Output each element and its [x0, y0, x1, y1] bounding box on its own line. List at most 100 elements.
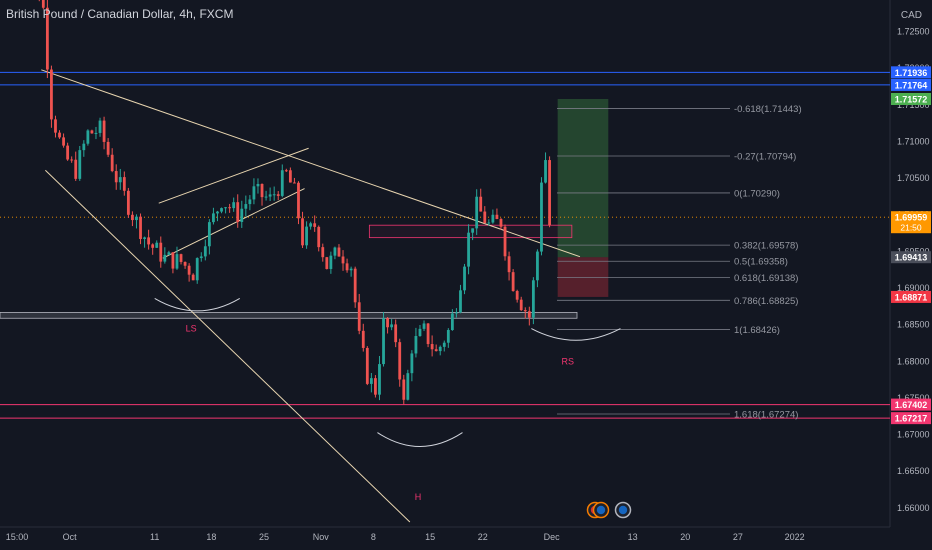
candle-body [329, 255, 333, 269]
candle-body [232, 202, 236, 209]
candle-body [442, 342, 446, 347]
candle-body [122, 177, 126, 191]
y-tick-label: 1.70500 [897, 173, 930, 183]
candle-body [110, 154, 114, 172]
candle-body [426, 323, 430, 345]
candle-body [58, 132, 61, 138]
x-tick-label: Oct [63, 532, 78, 542]
price-axis-badge [891, 412, 931, 425]
candle-body [544, 160, 547, 183]
candle-body [495, 214, 499, 220]
candle-body [353, 268, 357, 303]
trendline [41, 69, 581, 258]
candle-body [163, 254, 167, 262]
x-tick-label: 2022 [785, 532, 805, 542]
price-axis-badge [891, 66, 931, 79]
candle-body [131, 214, 134, 221]
candle-body [333, 247, 337, 256]
x-tick-label: 25 [259, 532, 269, 542]
candle-body [313, 223, 317, 227]
support-zone [0, 311, 578, 319]
fib-level-label: 0.618(1.69138) [734, 273, 798, 284]
candle-body [143, 237, 146, 239]
x-tick-label: 11 [150, 532, 159, 542]
candle-body [216, 211, 219, 214]
candle-body [406, 373, 410, 400]
price-axis-badge-text: 1.69959 [895, 213, 928, 223]
candle-body [106, 141, 110, 155]
country-flag-icon [596, 505, 606, 515]
candle-body [378, 364, 381, 395]
candle-body [434, 349, 438, 352]
price-axis-badge [891, 78, 931, 91]
y-tick-label: 1.69000 [897, 283, 930, 293]
candle-body [195, 258, 199, 281]
candle-body [187, 265, 191, 275]
x-tick-label: 20 [680, 532, 690, 542]
pattern-arc [531, 328, 621, 341]
candle-body [507, 256, 511, 273]
y-tick-label: 1.68000 [897, 356, 930, 366]
candle-body [228, 207, 232, 209]
candle-body [66, 145, 70, 160]
candle-body [50, 69, 53, 120]
price-axis-badge-text: 1.71572 [895, 94, 928, 104]
pattern-label: RS [562, 356, 575, 366]
fib-level-label: -0.27(1.70794) [734, 152, 796, 163]
candle-body [147, 237, 151, 245]
candle-body [374, 378, 377, 395]
fib-level-label: 0(1.70290) [734, 188, 780, 199]
y-tick-label: 1.67000 [897, 430, 930, 440]
candle-body [151, 244, 155, 248]
x-tick-label: 15 [425, 532, 435, 542]
candle-body [268, 194, 272, 197]
target-zone [557, 98, 609, 258]
candle-body [288, 170, 292, 183]
candle-body [337, 247, 341, 257]
candle-body [171, 252, 175, 269]
price-axis-badge [891, 251, 931, 264]
candle-body [41, 0, 45, 8]
symbol-title[interactable]: British Pound / Canadian Dollar, 4h, FXC… [6, 7, 234, 21]
candle-body [264, 196, 268, 198]
candle-body [382, 318, 385, 365]
candle-body [82, 143, 86, 151]
candle-body [438, 346, 442, 352]
candle-body [531, 280, 535, 318]
candle-body [167, 252, 171, 255]
candle-body [114, 171, 118, 183]
price-axis-badge-text: 1.69413 [895, 253, 928, 263]
candle-body [248, 199, 252, 205]
country-flag-icon [618, 505, 628, 515]
candle-body [402, 379, 406, 400]
candle-body [483, 211, 487, 223]
trendline [162, 188, 305, 259]
trendline [45, 169, 411, 523]
candle-body [94, 132, 98, 134]
candle-body [126, 190, 130, 215]
candle-body [45, 7, 49, 70]
candle-body [519, 299, 523, 311]
price-axis-badge-text: 1.67217 [895, 414, 928, 424]
candle-body [86, 130, 90, 144]
candle-body [293, 182, 296, 184]
x-tick-label: 22 [478, 532, 488, 542]
candle-body [325, 257, 329, 269]
candle-body [203, 246, 207, 257]
candle-body [341, 256, 345, 264]
candle-body [98, 120, 102, 133]
candle-body [284, 170, 288, 172]
pattern-label: H [415, 492, 422, 502]
fib-level-label: 0.786(1.68825) [734, 296, 798, 307]
candle-body [317, 226, 321, 248]
candle-body [446, 330, 450, 343]
candle-body [155, 242, 159, 248]
price-axis-badge-text: 1.71764 [895, 80, 928, 90]
resistance-zone [368, 224, 573, 239]
pattern-arc [154, 298, 241, 312]
candle-body [90, 130, 94, 134]
candle-body [62, 137, 65, 146]
